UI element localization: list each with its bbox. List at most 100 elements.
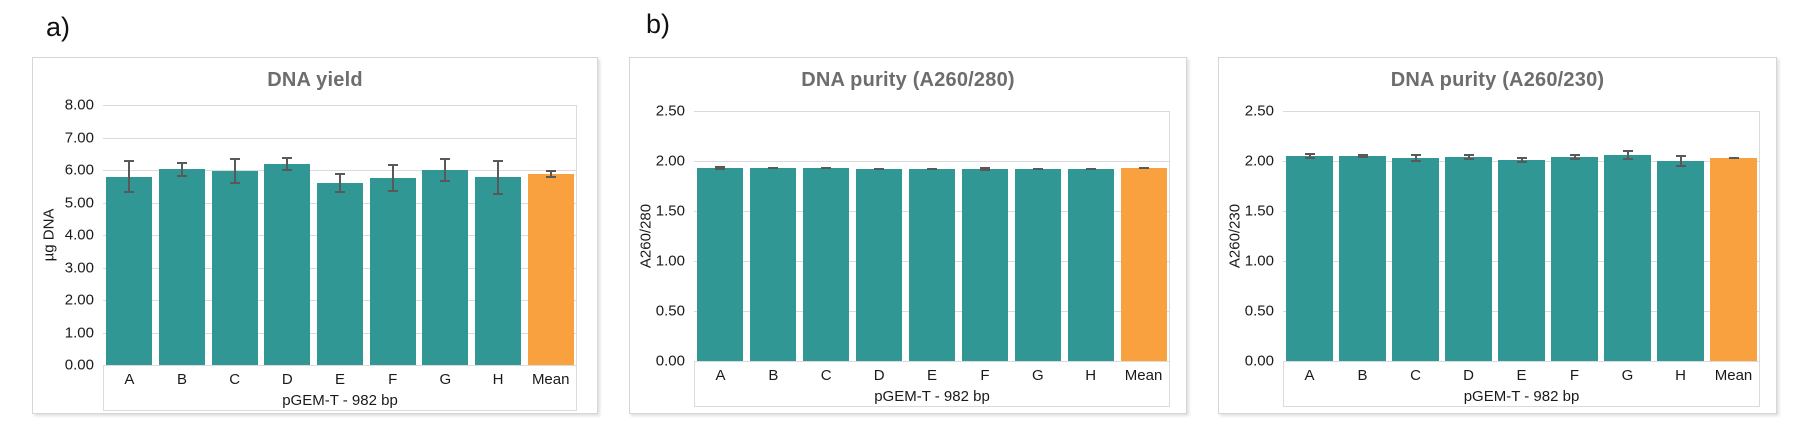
error-bar-cap	[493, 159, 504, 162]
x-axis-title: pGEM-T - 982 bp	[1463, 388, 1580, 405]
error-bar-b	[181, 161, 183, 178]
bar-slot-c	[208, 105, 261, 365]
error-bar-cap	[440, 180, 451, 183]
y-axis-tick-label: 8.00	[64, 96, 94, 114]
error-bar-a	[1308, 153, 1311, 159]
error-bar-cap	[821, 167, 832, 169]
error-bar-g	[1626, 150, 1629, 160]
error-bar-cap	[715, 166, 726, 168]
plot-area	[103, 105, 577, 366]
bar-slot-mean	[1117, 111, 1170, 361]
error-bar-e	[1520, 157, 1523, 163]
plot-frame	[103, 105, 577, 411]
bar-b	[1339, 156, 1386, 361]
error-bar-cap	[1463, 158, 1474, 160]
bar-h	[1657, 161, 1704, 361]
bar-c	[803, 168, 850, 361]
error-bar-cap	[177, 161, 187, 164]
y-axis-tick-label: 0.00	[1244, 352, 1274, 370]
error-bar-cap	[1622, 150, 1633, 152]
y-axis-tick-label: 0.00	[64, 356, 94, 374]
error-bar-cap	[545, 170, 556, 172]
bar-slot-f	[366, 105, 419, 365]
x-axis-label-b: B	[177, 371, 188, 388]
bar-mean	[527, 173, 574, 365]
x-axis-label-mean: Mean	[531, 371, 570, 388]
gridline	[694, 111, 1170, 112]
gridline	[103, 105, 577, 106]
x-axis-label-d: D	[873, 367, 885, 384]
bar-e	[317, 183, 363, 365]
x-axis-label-c: C	[229, 371, 241, 388]
x-axis-labels: A B C D E F G H Mean	[694, 367, 1170, 384]
x-axis-label-h: H	[492, 371, 504, 388]
x-axis-label-g: G	[439, 371, 452, 388]
error-bar-cap	[1569, 158, 1580, 160]
y-axis-tick-label: 3.00	[64, 259, 94, 276]
bar-slot-d	[853, 111, 906, 361]
bar-slots	[694, 111, 1170, 361]
error-bar-g	[444, 158, 447, 183]
x-axis-label-e: E	[1516, 367, 1527, 384]
y-axis-tick-label: 2.00	[64, 291, 94, 309]
error-bar-cap	[229, 157, 240, 160]
x-axis-label-h: H	[1675, 367, 1686, 384]
bar-slot-c	[1389, 111, 1442, 361]
bar-a	[697, 168, 744, 361]
x-axis-label-mean: Mean	[1714, 367, 1753, 384]
bar-d	[856, 169, 903, 361]
x-axis-label-c: C	[820, 367, 832, 384]
chart-panel-dna-yield: DNA yield µg DNA A B C D E F G H Mean pGEM-T - 9…	[32, 57, 598, 414]
error-bar-cap	[387, 190, 398, 193]
gridline	[103, 365, 577, 366]
x-axis-label-e: E	[335, 371, 346, 388]
error-bar-cap	[1304, 157, 1315, 159]
error-bar-c	[1414, 154, 1417, 162]
plot-area	[1283, 111, 1760, 362]
bar-slot-b	[156, 105, 209, 365]
error-bar-cap	[440, 158, 451, 161]
error-bar-cap	[1304, 153, 1315, 155]
figure-label-b: b)	[646, 9, 671, 39]
x-axis-label-b: B	[1357, 367, 1368, 384]
error-bar-cap	[927, 168, 937, 170]
bar-g	[1604, 155, 1651, 361]
y-axis-tick-label: 1.00	[655, 252, 685, 270]
y-axis-tick-label: 1.50	[655, 202, 685, 220]
y-axis-tick-label: 1.00	[1244, 252, 1274, 270]
x-axis-title: pGEM-T - 982 bp	[282, 392, 398, 409]
category-axis-box	[1283, 361, 1760, 407]
bar-a	[1286, 156, 1333, 361]
error-bar-cap	[874, 168, 885, 170]
error-bar-cap	[1675, 165, 1686, 167]
error-bar-f	[1573, 154, 1576, 160]
bar-slot-g	[1601, 111, 1654, 361]
bar-slot-c	[800, 111, 853, 361]
bar-d	[1445, 157, 1492, 361]
error-bar-cap	[387, 163, 398, 166]
bar-slot-h	[1654, 111, 1707, 361]
error-bar-cap	[282, 168, 293, 171]
error-bar-cap	[493, 192, 504, 195]
plot-area	[694, 111, 1170, 362]
bar-g	[422, 170, 469, 365]
error-bar-cap	[545, 175, 556, 178]
y-axis-tick-label: 7.00	[64, 129, 94, 146]
error-bar-cap	[1138, 167, 1149, 169]
category-axis-box	[103, 365, 577, 411]
gridline	[1283, 111, 1760, 112]
error-bar-d	[286, 157, 289, 171]
bar-b	[159, 169, 205, 365]
error-bar-cap	[335, 191, 346, 194]
plot-frame	[1283, 111, 1760, 407]
y-axis-tick-label: 2.00	[1244, 152, 1274, 170]
y-axis-tick-label: 0.50	[655, 302, 685, 320]
bar-slot-mean	[524, 105, 577, 365]
error-bar-cap	[335, 172, 346, 175]
x-axis-label-h: H	[1085, 367, 1097, 384]
bar-slot-f	[958, 111, 1011, 361]
error-bar-mean	[549, 170, 552, 178]
error-bar-cap	[1622, 158, 1633, 160]
error-bar-cap	[715, 168, 726, 170]
